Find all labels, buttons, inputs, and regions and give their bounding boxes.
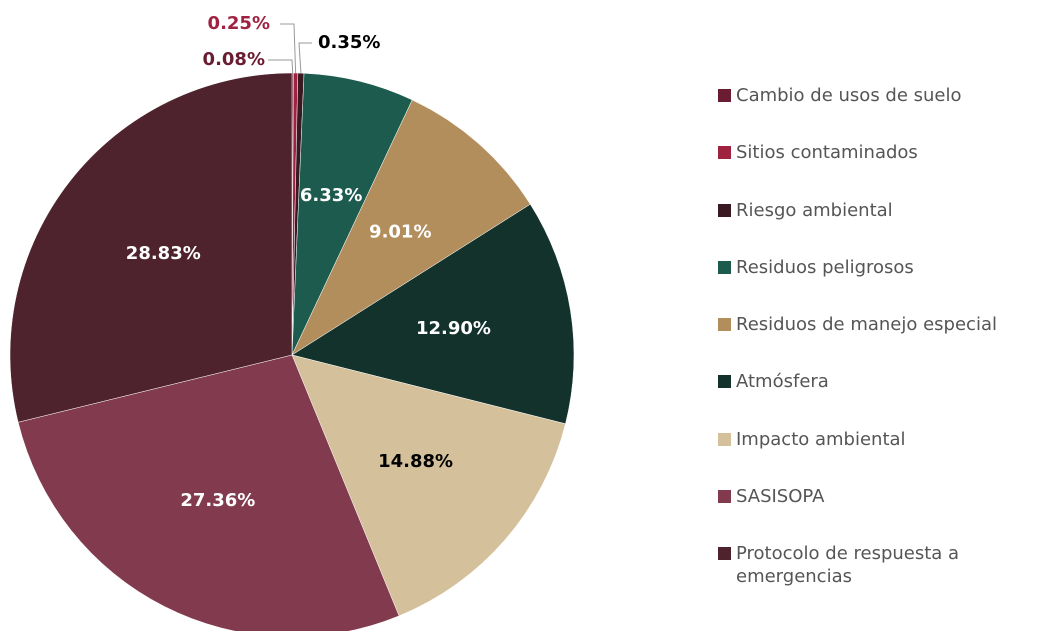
legend-label: Protocolo de respuesta a emergencias [736, 543, 960, 588]
legend-item: SASISOPA [718, 485, 1044, 542]
legend-label: Cambio de usos de suelo [736, 85, 962, 106]
legend-label: Sitios contaminados [736, 142, 918, 164]
pie-slice [291, 203, 575, 425]
legend-swatch [718, 146, 731, 160]
legend-item: Impacto ambiental [718, 428, 1044, 485]
legend-swatch [718, 260, 731, 274]
legend-label: Residuos de manejo especial [736, 314, 997, 336]
legend-label: SASISOPA [736, 486, 825, 508]
data-label: 6.33% [300, 185, 362, 206]
legend-swatch [718, 203, 731, 217]
data-label: 0.25% [208, 13, 270, 34]
leader-line [298, 42, 312, 74]
legend-label: Residuos peligrosos [736, 256, 914, 278]
legend-swatch [718, 89, 731, 102]
legend-item: Residuos de manejo especial [718, 313, 1044, 370]
leader-line [268, 59, 294, 74]
legend-swatch [718, 490, 731, 504]
legend-swatch [718, 375, 731, 389]
pie-slice [291, 354, 566, 617]
pie-slice [291, 72, 413, 356]
legend-label: Atmósfera [736, 371, 829, 393]
legend-item: Riesgo ambiental [718, 199, 1044, 256]
leader-line [280, 23, 297, 74]
data-label: 0.08% [203, 49, 265, 70]
pie-slice [9, 72, 293, 423]
legend-item: Residuos peligrosos [718, 256, 1044, 313]
legend: Cambio de usos de suelo Sitios contaminad… [718, 84, 1044, 600]
data-label: 27.36% [180, 490, 255, 511]
legend-label: Riesgo ambiental [736, 199, 893, 221]
legend-item: Protocolo de respuesta a emergencias [718, 542, 1044, 599]
data-label: 9.01% [369, 221, 431, 242]
data-label: 28.83% [126, 243, 201, 264]
legend-swatch [718, 432, 731, 446]
legend-label: Impacto ambiental [736, 428, 906, 450]
legend-item: Cambio de usos de suelo [718, 84, 1044, 141]
data-label: 12.90% [416, 318, 491, 339]
data-label: 0.35% [318, 32, 380, 53]
legend-swatch [718, 318, 731, 332]
legend-item: Sitios contaminados [718, 141, 1044, 198]
legend-item: Atmósfera [718, 370, 1044, 427]
data-label: 14.88% [378, 451, 453, 472]
pie-slice [17, 354, 400, 631]
legend-swatch [718, 547, 731, 561]
pie-slice [291, 99, 531, 356]
